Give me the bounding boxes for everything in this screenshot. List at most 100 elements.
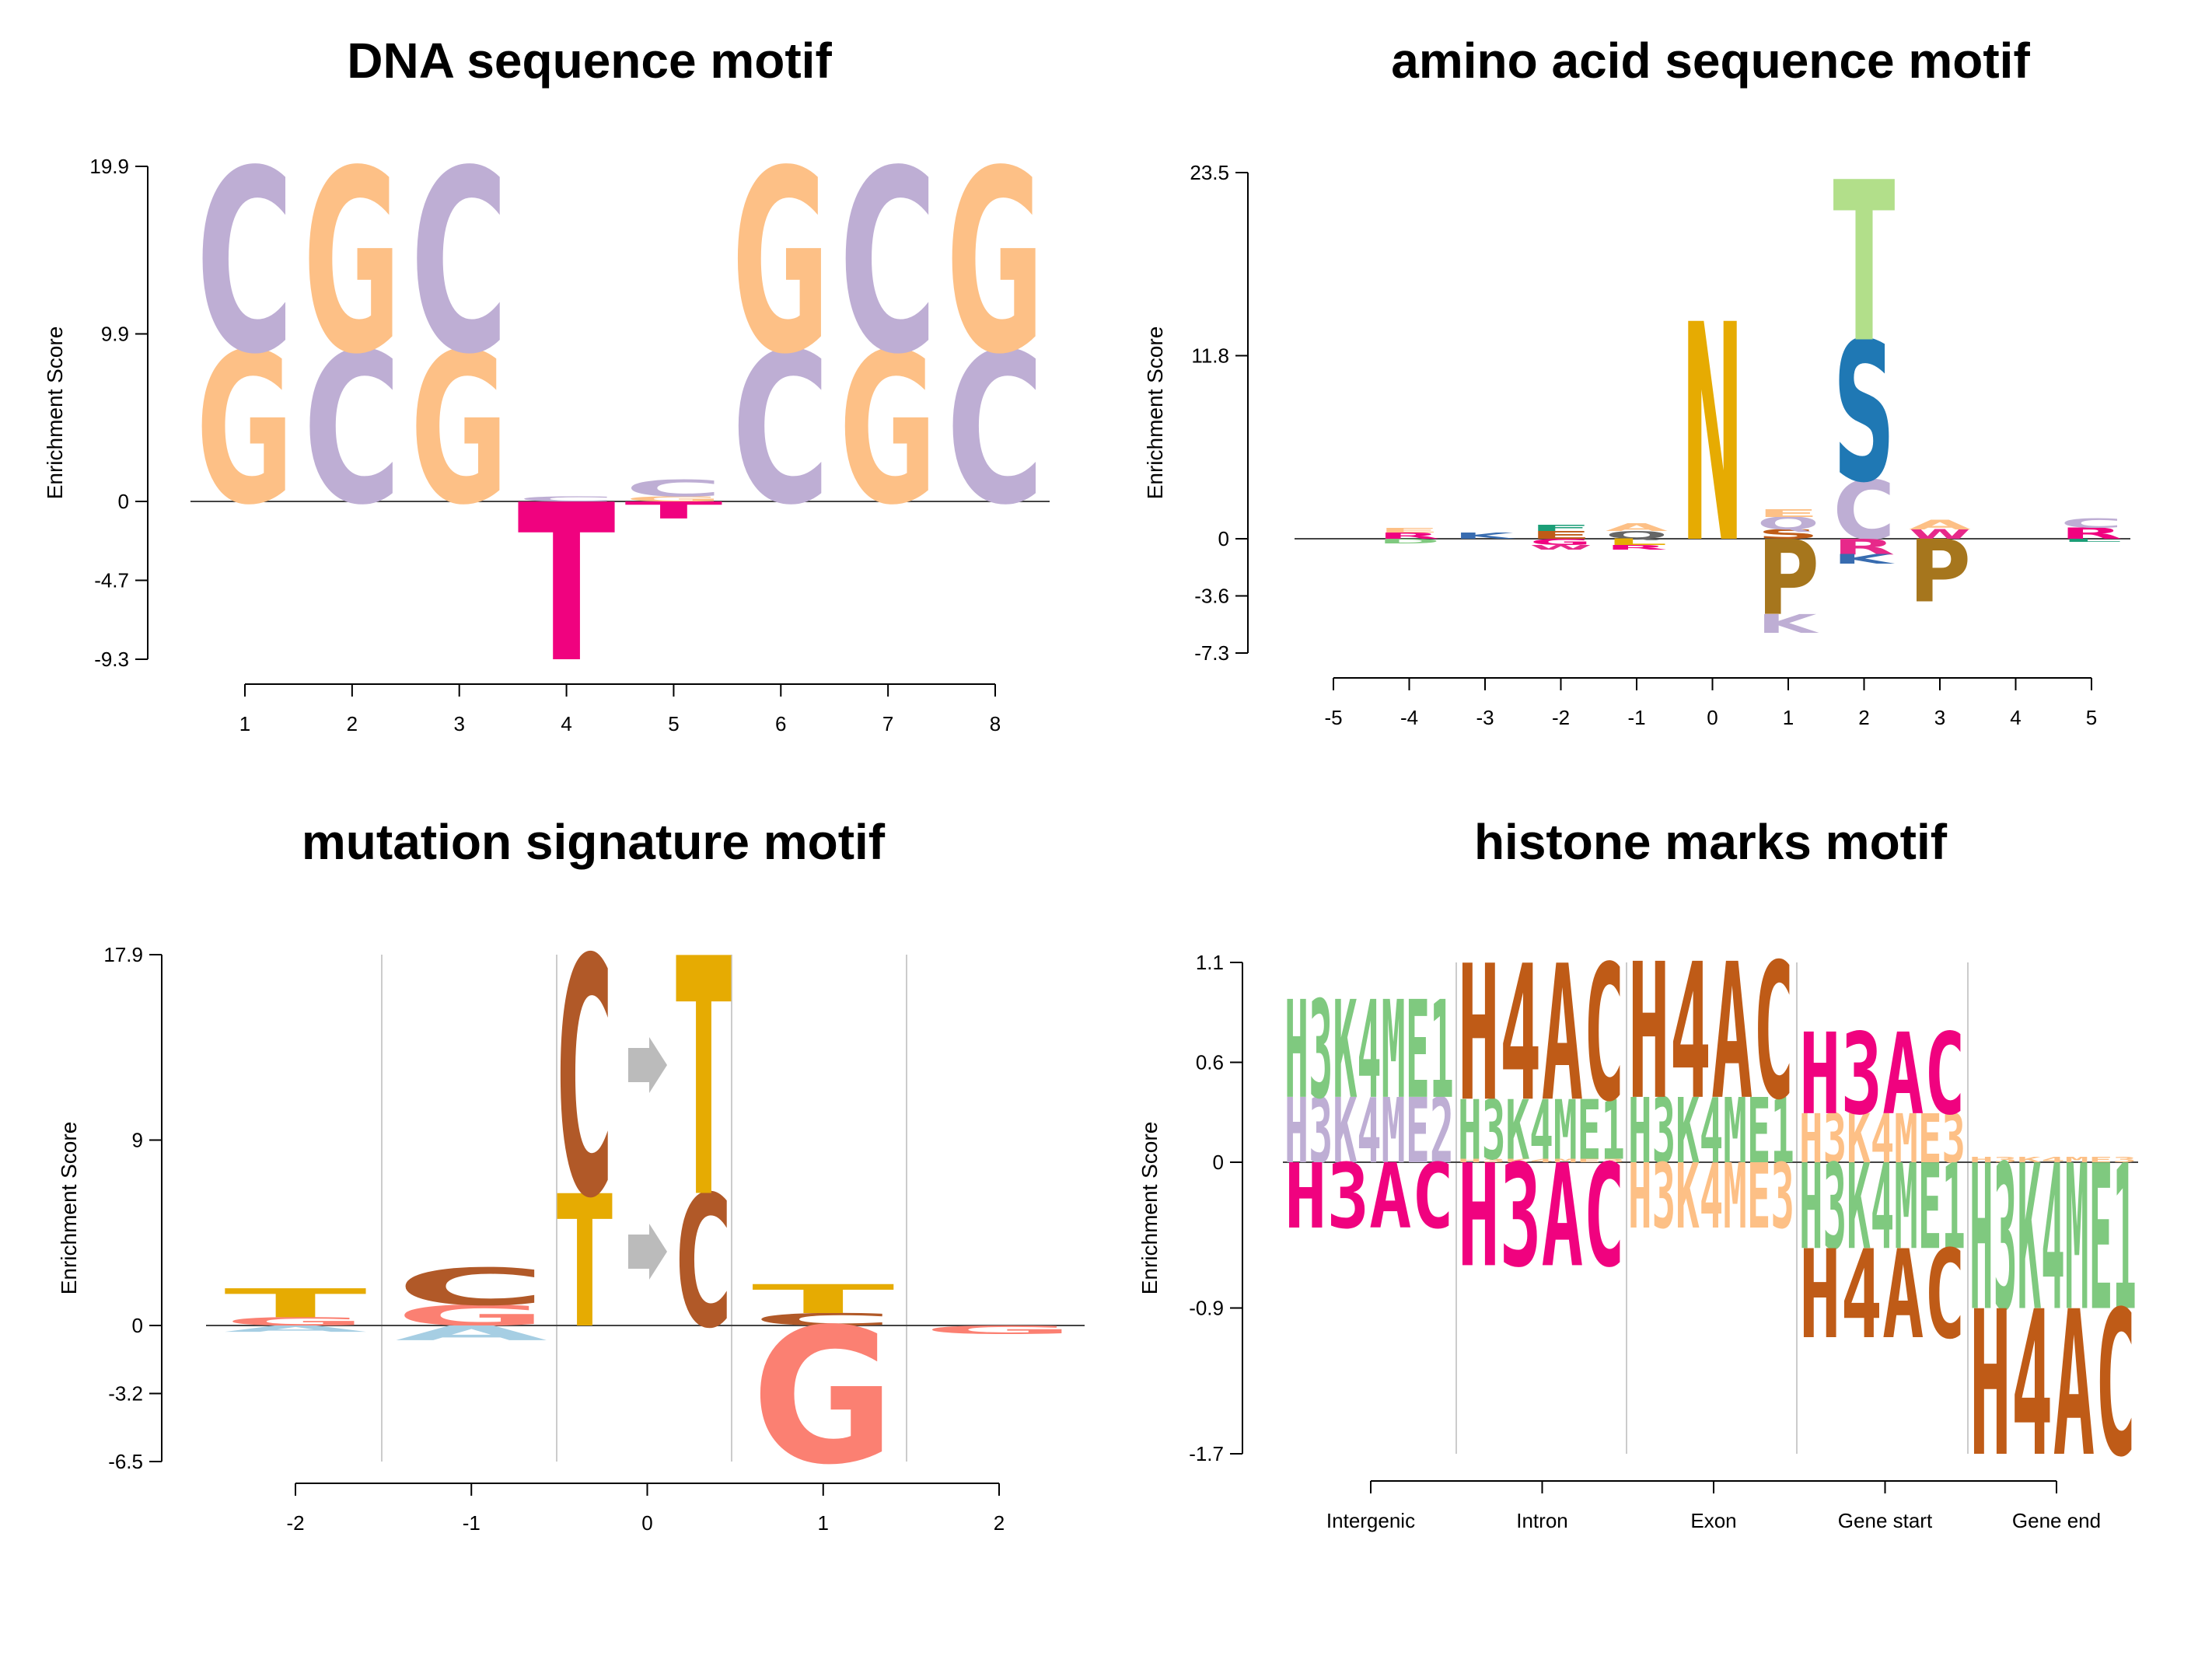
letter-A: A — [1909, 518, 1971, 533]
y-tick-label: 17.9 — [103, 943, 143, 966]
x-tick-label: Exon — [1690, 1509, 1736, 1532]
panel-1: amino acid sequence motif 23.5 11.8 0 -3.6 -7… — [1143, 33, 2130, 729]
letter-G: G — [1530, 537, 1592, 547]
x-tick-label: 8 — [990, 712, 1001, 735]
letter-T: T — [752, 1277, 895, 1323]
y-tick-label: -6.5 — [108, 1450, 143, 1473]
chart-title: histone marks motif — [1474, 814, 1948, 870]
letter-A: A — [395, 1322, 547, 1345]
letter-L: L — [1606, 537, 1668, 547]
letter-E: E — [1530, 529, 1592, 541]
letter-P: P — [1909, 522, 1971, 622]
letter-A: A — [1606, 522, 1668, 534]
letter-E: E — [1379, 526, 1441, 534]
letter-C: C — [732, 309, 830, 550]
x-tick-label: 1 — [1783, 706, 1794, 729]
letter-C: C — [395, 1257, 547, 1317]
mark-h3k4me1: H3K4ME1 — [1284, 973, 1454, 1130]
letter-G: G — [624, 495, 722, 503]
letter-R: R — [2060, 525, 2123, 542]
letter-G: G — [752, 1289, 895, 1506]
letter-C: C — [303, 309, 401, 550]
x-tick-label: -4 — [1400, 706, 1418, 729]
x-tick-label: 5 — [2086, 706, 2097, 729]
chart-title: mutation signature motif — [302, 814, 886, 870]
letter-G: G — [303, 117, 401, 410]
mark-h4ac: H4AC — [1628, 924, 1794, 1141]
x-tick-label: 2 — [994, 1511, 1005, 1535]
letter-K: K — [1757, 609, 1819, 639]
y-tick-label: 0 — [118, 490, 129, 513]
y-tick-label: 0 — [132, 1314, 143, 1337]
x-tick-label: 6 — [775, 712, 786, 735]
y-tick-label: -3.6 — [1194, 585, 1229, 608]
y-tick-label: -1.7 — [1189, 1442, 1224, 1465]
letter-C: C — [839, 118, 937, 410]
mark-h3ac: H3AC — [1458, 1134, 1625, 1299]
letter-C: C — [752, 1310, 895, 1329]
mark-h3k4me1: H3K4ME1 — [1628, 1079, 1794, 1184]
letter-F: F — [1530, 523, 1592, 533]
letter-N: N — [1682, 263, 1744, 610]
y-tick-label: 0 — [1218, 527, 1229, 550]
mark-h3ac: H3AC — [1284, 1145, 1454, 1249]
y-tick-label: -4.7 — [94, 569, 129, 592]
panel-2: mutation signature motif 17.9 9 0 -3.2 -6.5 En… — [57, 814, 1085, 1535]
mark-h4ac: H4AC — [1799, 1225, 1966, 1367]
y-tick-label: 9.9 — [101, 323, 129, 346]
letter-T: T — [224, 1280, 367, 1327]
y-tick-label: 23.5 — [1190, 161, 1229, 184]
x-tick-label: 4 — [561, 712, 571, 735]
letter-G: G — [196, 310, 294, 551]
letter-G: G — [395, 1299, 547, 1332]
mark-h3k4me3: H3K4ME3 — [1799, 1100, 1966, 1179]
x-tick-label: -2 — [286, 1511, 304, 1535]
x-tick-label: -1 — [463, 1511, 480, 1535]
x-tick-label: -5 — [1324, 706, 1342, 729]
chart-title: DNA sequence motif — [347, 33, 832, 89]
letter-C: C — [624, 475, 722, 501]
letter-T: T — [676, 891, 732, 1270]
letter-R: R — [1833, 534, 1896, 559]
letter-S: S — [1833, 302, 1896, 526]
letter-Q: Q — [1757, 514, 1819, 533]
x-tick-label: Intergenic — [1326, 1509, 1415, 1532]
mark-h3k4me1: H3K4ME1 — [1969, 1123, 2137, 1356]
mutation-arrow-icon — [628, 1037, 667, 1093]
y-tick-label: 0.6 — [1196, 1051, 1224, 1074]
letter-A: A — [224, 1324, 367, 1334]
x-tick-label: 2 — [347, 712, 358, 735]
x-tick-label: -1 — [1627, 706, 1645, 729]
x-tick-label: 0 — [1707, 706, 1718, 729]
letter-L: L — [2060, 538, 2123, 543]
y-tick-label: -7.3 — [1194, 641, 1229, 665]
mark-h3ac: H3AC — [1799, 1011, 1966, 1140]
x-tick-label: -3 — [1476, 706, 1494, 729]
x-tick-label: 2 — [1858, 706, 1869, 729]
letter-C: C — [946, 309, 1044, 550]
letter-T: T — [557, 1157, 613, 1368]
letter-D: D — [1379, 538, 1441, 546]
letter-K: K — [1833, 552, 1896, 567]
letter-C: C — [1833, 464, 1896, 558]
letter-S: S — [1757, 527, 1819, 542]
letter-C: C — [676, 1158, 732, 1369]
letter-T: T — [518, 459, 616, 711]
letter-G: G — [411, 310, 508, 551]
mutation-arrow-icon — [628, 1224, 667, 1280]
letter-K: K — [1454, 531, 1516, 541]
letter-C: C — [557, 890, 613, 1270]
y-tick-label: -9.3 — [94, 648, 129, 671]
y-axis-label: Enrichment Score — [1143, 327, 1167, 500]
y-axis-label: Enrichment Score — [43, 327, 67, 500]
x-tick-label: 3 — [453, 712, 464, 735]
y-tick-label: 11.8 — [1191, 344, 1229, 368]
letter-G: G — [224, 1315, 367, 1329]
mark-h3k4me3: H3K4ME3 — [1458, 1158, 1625, 1164]
letter-R: R — [1379, 531, 1441, 541]
mark-h3k4me2: H3K4ME2 — [1284, 1080, 1454, 1184]
y-tick-label: 9 — [132, 1129, 143, 1152]
mark-h4ac: H4AC — [1969, 1270, 2137, 1502]
letter-C: C — [2060, 516, 2123, 531]
